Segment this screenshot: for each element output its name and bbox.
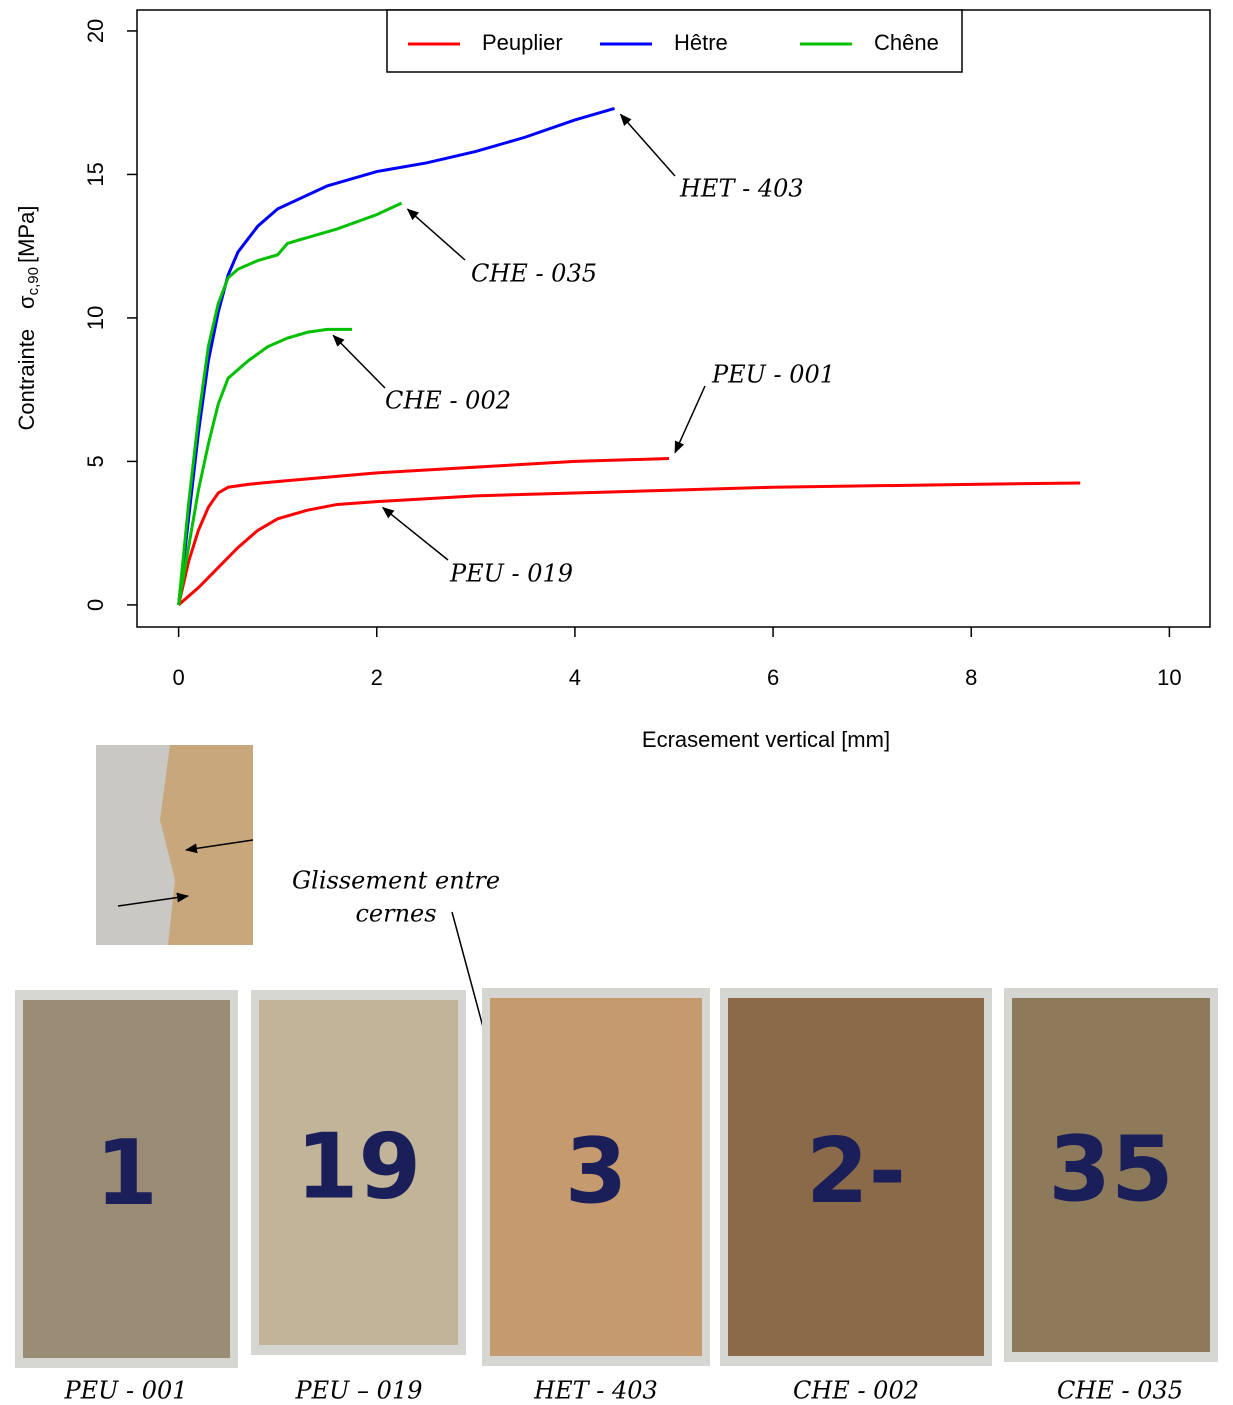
x-tick-label: 2 bbox=[371, 665, 383, 690]
specimen-wood bbox=[259, 1000, 458, 1345]
curve-arrow bbox=[406, 208, 466, 261]
data-line bbox=[177, 457, 670, 606]
inset-arrow bbox=[117, 892, 189, 907]
photo-annotation: Glissement entre bbox=[292, 867, 500, 895]
inset-arrow bbox=[185, 839, 254, 854]
inset-wood bbox=[160, 745, 253, 945]
y-label-symbol: σ bbox=[14, 295, 39, 309]
specimen-wood bbox=[23, 1000, 230, 1358]
specimen-wood bbox=[490, 998, 702, 1356]
y-tick-label: 15 bbox=[83, 162, 108, 186]
y-label-unit: [MPa] bbox=[14, 206, 39, 263]
specimen-marking: 3 bbox=[565, 1119, 628, 1224]
curve-label: CHE - 002 bbox=[385, 387, 511, 415]
specimen-caption: PEU - 001 bbox=[63, 1377, 187, 1405]
y-label-text: Contrainte bbox=[14, 329, 39, 431]
curve-arrow bbox=[619, 113, 676, 177]
y-tick-label: 10 bbox=[83, 306, 108, 330]
specimen-marking: 19 bbox=[296, 1114, 421, 1219]
curve-arrow bbox=[674, 385, 706, 454]
legend-label: Chêne bbox=[874, 30, 939, 55]
y-tick-label: 5 bbox=[83, 455, 108, 467]
legend-label: Hêtre bbox=[674, 30, 728, 55]
data-line bbox=[177, 327, 352, 606]
x-tick-label: 8 bbox=[965, 665, 977, 690]
specimen-wood bbox=[1012, 998, 1210, 1352]
x-tick-label: 0 bbox=[172, 665, 184, 690]
y-tick-label: 0 bbox=[83, 599, 108, 611]
curve-label: CHE - 035 bbox=[471, 260, 597, 288]
specimen-wood bbox=[728, 998, 984, 1356]
curve-arrow bbox=[381, 506, 449, 561]
x-tick-label: 6 bbox=[767, 665, 779, 690]
curve-arrow bbox=[332, 334, 386, 389]
specimen-caption: CHE - 002 bbox=[793, 1377, 919, 1405]
data-line bbox=[177, 481, 1081, 607]
curve-label: PEU - 019 bbox=[449, 560, 573, 588]
data-line bbox=[177, 106, 615, 606]
x-tick-label: 4 bbox=[569, 665, 581, 690]
photo-annotation: cernes bbox=[355, 900, 436, 928]
specimen-caption: PEU – 019 bbox=[295, 1377, 423, 1405]
y-label-sub: c,90 bbox=[25, 267, 42, 295]
x-tick-label: 10 bbox=[1157, 665, 1181, 690]
specimen-marking: 35 bbox=[1048, 1117, 1173, 1222]
specimen-caption: CHE - 035 bbox=[1057, 1377, 1183, 1405]
legend bbox=[386, 9, 963, 73]
y-axis-label: Contrainte σc,90 [MPa] bbox=[14, 206, 42, 431]
curve-label: HET - 403 bbox=[679, 175, 804, 203]
specimen-marking: 1 bbox=[95, 1121, 158, 1226]
plot-frame bbox=[136, 9, 1211, 628]
x-axis-label: Ecrasement vertical [mm] bbox=[642, 727, 890, 752]
data-line bbox=[177, 201, 403, 606]
legend-label: Peuplier bbox=[482, 30, 563, 55]
y-tick-label: 20 bbox=[83, 19, 108, 43]
specimen-caption: HET - 403 bbox=[533, 1377, 658, 1405]
specimen-marking: 2- bbox=[806, 1119, 906, 1224]
curve-label: PEU - 001 bbox=[711, 361, 835, 389]
